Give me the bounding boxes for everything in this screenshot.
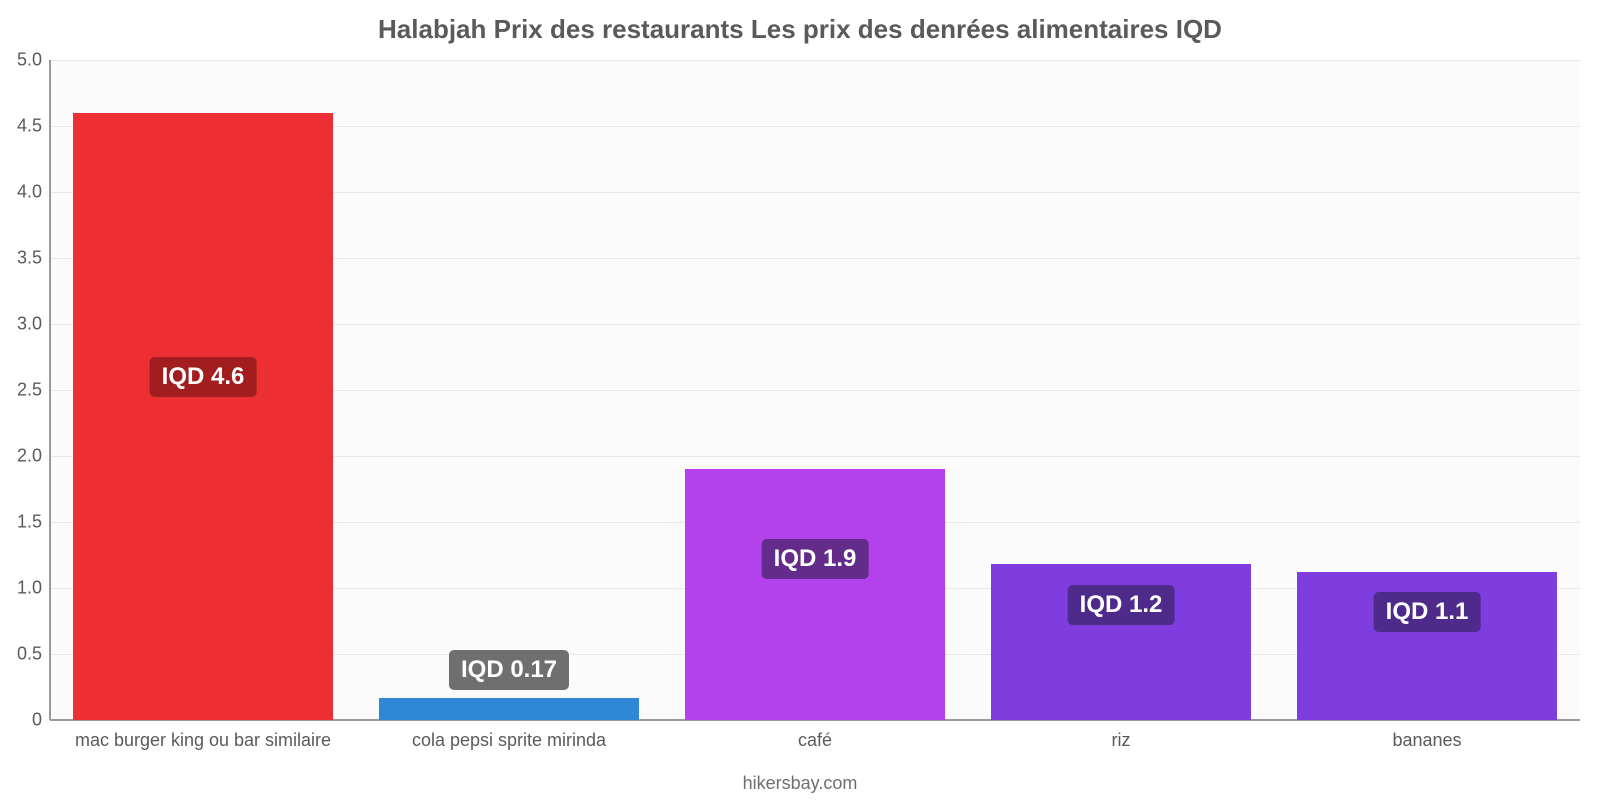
- gridline: [50, 60, 1580, 61]
- bar: [379, 698, 639, 720]
- y-tick-label: 3.5: [2, 248, 42, 269]
- source-credit: hikersbay.com: [743, 773, 858, 794]
- y-tick-label: 2.0: [2, 446, 42, 467]
- y-tick-label: 3.0: [2, 314, 42, 335]
- y-tick-label: 0.5: [2, 644, 42, 665]
- x-tick-label: café: [798, 730, 832, 751]
- x-tick-label: riz: [1112, 730, 1131, 751]
- plot-area: 00.51.01.52.02.53.03.54.04.55.0IQD 4.6ma…: [50, 60, 1580, 720]
- y-tick-label: 4.0: [2, 182, 42, 203]
- y-tick-label: 1.5: [2, 512, 42, 533]
- bar: [685, 469, 945, 720]
- x-tick-label: bananes: [1392, 730, 1461, 751]
- y-tick-label: 4.5: [2, 116, 42, 137]
- y-axis-line: [49, 60, 51, 720]
- chart-title: Halabjah Prix des restaurants Les prix d…: [0, 0, 1600, 45]
- bar-value-label: IQD 1.1: [1374, 592, 1481, 632]
- bar-value-label: IQD 4.6: [150, 357, 257, 397]
- y-tick-label: 5.0: [2, 50, 42, 71]
- y-tick-label: 2.5: [2, 380, 42, 401]
- y-tick-label: 0: [2, 710, 42, 731]
- bar-value-label: IQD 1.9: [762, 539, 869, 579]
- bar: [73, 113, 333, 720]
- bar-value-label: IQD 1.2: [1068, 585, 1175, 625]
- y-tick-label: 1.0: [2, 578, 42, 599]
- bar-value-label: IQD 0.17: [449, 650, 569, 690]
- chart-container: Halabjah Prix des restaurants Les prix d…: [0, 0, 1600, 800]
- x-tick-label: cola pepsi sprite mirinda: [412, 730, 606, 751]
- x-tick-label: mac burger king ou bar similaire: [75, 730, 331, 751]
